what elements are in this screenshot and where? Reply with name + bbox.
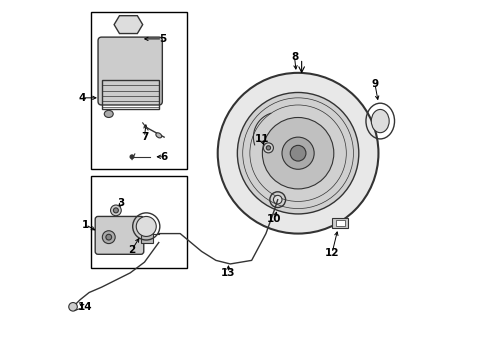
Text: 8: 8 — [290, 52, 298, 62]
Bar — [141, 225, 153, 243]
Text: 2: 2 — [128, 245, 135, 255]
Bar — [331, 218, 347, 228]
Circle shape — [237, 93, 358, 214]
Circle shape — [102, 231, 115, 244]
Circle shape — [110, 205, 121, 216]
Ellipse shape — [370, 109, 388, 133]
Ellipse shape — [104, 111, 113, 117]
FancyBboxPatch shape — [95, 216, 143, 254]
Polygon shape — [114, 16, 142, 33]
Text: 6: 6 — [160, 152, 167, 162]
Circle shape — [290, 145, 305, 161]
Circle shape — [262, 117, 333, 189]
Circle shape — [136, 216, 156, 237]
Bar — [91, 12, 187, 169]
Circle shape — [263, 143, 273, 153]
Text: 7: 7 — [141, 132, 148, 142]
Text: 13: 13 — [221, 268, 235, 278]
Text: 3: 3 — [118, 198, 124, 208]
FancyBboxPatch shape — [98, 37, 162, 105]
Ellipse shape — [156, 133, 162, 138]
Text: 1: 1 — [82, 220, 89, 230]
Bar — [102, 80, 159, 109]
Circle shape — [106, 234, 111, 240]
Text: 14: 14 — [78, 302, 93, 312]
Bar — [91, 176, 187, 267]
Circle shape — [266, 146, 270, 150]
Text: 11: 11 — [254, 134, 268, 144]
Text: 5: 5 — [159, 34, 165, 44]
Circle shape — [130, 155, 134, 158]
Text: 4: 4 — [78, 93, 85, 103]
Bar — [335, 220, 344, 226]
Circle shape — [282, 137, 313, 169]
Circle shape — [217, 73, 378, 234]
Text: 9: 9 — [370, 78, 378, 89]
Circle shape — [69, 302, 77, 311]
Circle shape — [273, 195, 282, 204]
Circle shape — [113, 208, 118, 213]
Text: 12: 12 — [324, 248, 339, 258]
Text: 10: 10 — [266, 214, 281, 224]
